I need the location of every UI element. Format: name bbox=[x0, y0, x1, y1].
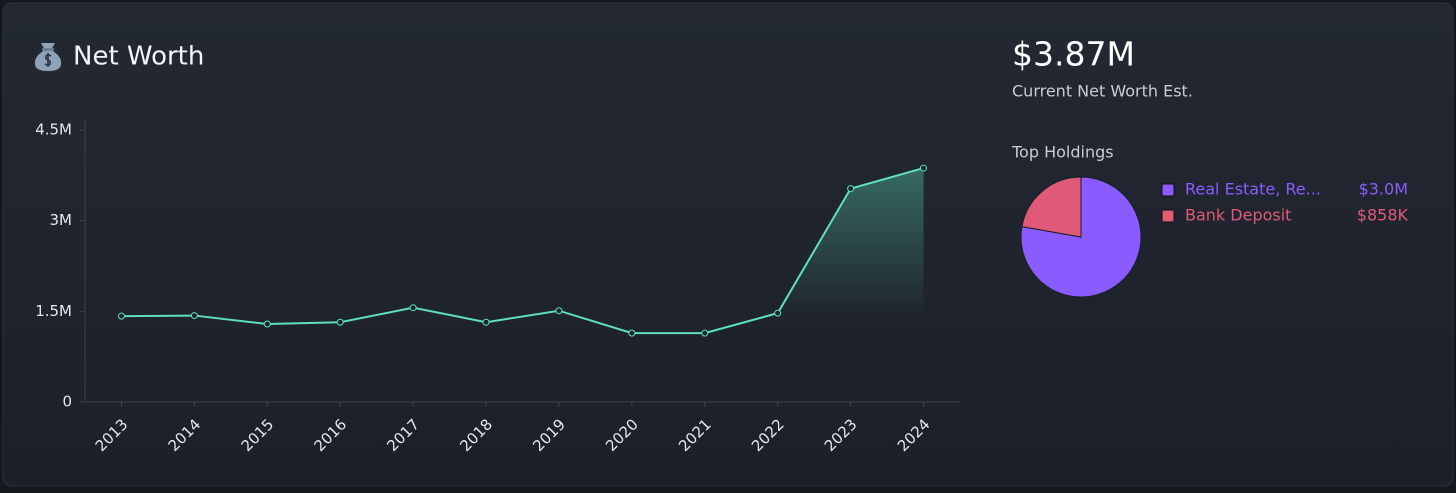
point bbox=[920, 164, 928, 172]
area bbox=[121, 168, 924, 402]
money-bag-icon bbox=[34, 43, 62, 71]
point bbox=[117, 312, 125, 320]
legend-value: $3.0M bbox=[1359, 180, 1408, 199]
line bbox=[121, 167, 924, 335]
point bbox=[774, 309, 782, 317]
point bbox=[847, 185, 855, 193]
net-worth-value: $3.87M bbox=[1012, 35, 1135, 74]
point bbox=[263, 320, 271, 328]
point bbox=[628, 329, 636, 337]
legend-swatch bbox=[1161, 209, 1175, 223]
legend-swatch bbox=[1161, 183, 1175, 197]
holdings-title: Top Holdings bbox=[1011, 143, 1114, 162]
legend-label: Bank Deposit bbox=[1185, 206, 1291, 225]
point bbox=[336, 318, 344, 326]
y-tick-label: 3M bbox=[50, 211, 73, 229]
point bbox=[555, 307, 563, 315]
chart-title: Net Worth bbox=[73, 42, 204, 72]
legend-label: Real Estate, Re... bbox=[1185, 180, 1321, 199]
y-tick-label: 4.5M bbox=[35, 121, 72, 139]
y-tick-label: 0 bbox=[62, 393, 72, 411]
pie-slice bbox=[1021, 176, 1082, 238]
point bbox=[190, 312, 198, 320]
net-worth-label: Current Net Worth Est. bbox=[1012, 82, 1193, 101]
point bbox=[409, 304, 417, 312]
legend-value: $858K bbox=[1357, 206, 1409, 225]
point bbox=[701, 329, 709, 337]
y-tick-label: 1.5M bbox=[35, 302, 72, 320]
point bbox=[482, 318, 490, 326]
